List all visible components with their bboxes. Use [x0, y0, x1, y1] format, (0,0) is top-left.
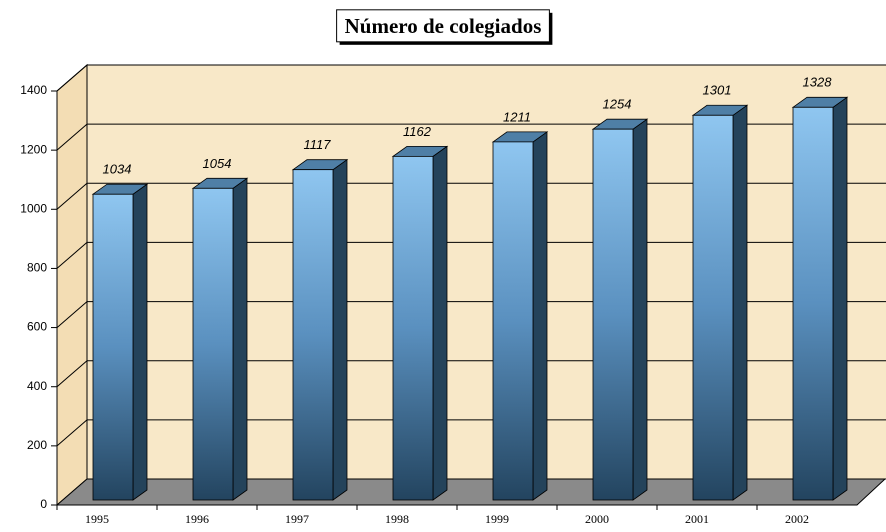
bar: [492, 141, 534, 501]
x-tick-label: 1996: [185, 512, 209, 526]
y-tick-label: 0: [40, 497, 47, 511]
x-tick-label: 1999: [485, 512, 509, 526]
value-label: 1211: [503, 109, 531, 124]
bar: [92, 193, 134, 501]
bar-side: [432, 145, 448, 501]
bar-side: [532, 131, 548, 501]
y-tick-label: 800: [27, 261, 47, 275]
x-tick-label: 1997: [285, 512, 309, 526]
bar-side: [632, 118, 648, 501]
y-tick-label: 400: [27, 379, 47, 393]
bar-side: [832, 96, 848, 501]
value-label: 1254: [603, 97, 632, 112]
y-tick-label: 1200: [20, 142, 47, 156]
x-tick-label: 2002: [785, 512, 809, 526]
y-tick-label: 1400: [20, 83, 47, 97]
x-tick-label: 2000: [585, 512, 609, 526]
y-tick-label: 200: [27, 438, 47, 452]
title-box: Número de colegiados: [336, 9, 553, 45]
value-label: 1034: [103, 162, 132, 177]
title-frame: [336, 9, 550, 43]
bar-side: [332, 158, 348, 501]
left-wall: [56, 63, 88, 507]
bar: [792, 106, 834, 501]
bar: [592, 128, 634, 501]
bar-side: [732, 104, 748, 501]
bar: [692, 114, 734, 501]
value-label: 1328: [803, 75, 833, 90]
bar-side: [132, 183, 148, 501]
bar-side: [232, 177, 248, 501]
bar: [392, 155, 434, 501]
bar: [192, 187, 234, 501]
value-label: 1301: [703, 83, 732, 98]
x-tick-label: 2001: [685, 512, 709, 526]
x-tick-label: 1998: [385, 512, 409, 526]
x-tick-label: 1995: [85, 512, 109, 526]
bar: [292, 169, 334, 501]
value-label: 1162: [403, 124, 432, 139]
value-label: 1117: [304, 137, 332, 152]
chart-title: Número de colegiados: [345, 14, 542, 38]
value-label: 1054: [203, 156, 232, 171]
y-tick-label: 600: [27, 320, 47, 334]
y-tick-label: 1000: [20, 201, 47, 215]
floor: [55, 478, 886, 506]
grid-line: [56, 64, 886, 92]
